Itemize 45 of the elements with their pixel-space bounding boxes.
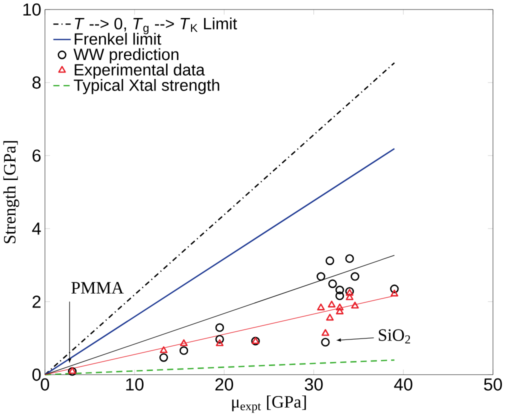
annotation: PMMA: [71, 282, 124, 294]
x-tick-label: 10: [126, 378, 144, 390]
point: [317, 303, 325, 310]
point: [160, 346, 168, 354]
legend-label: Experimental data: [74, 64, 205, 79]
point: [335, 286, 344, 294]
point: [326, 314, 334, 321]
point: [336, 307, 344, 314]
point: [321, 338, 330, 346]
point: [159, 353, 168, 362]
x-tick-label: 50: [484, 378, 502, 390]
point: [336, 303, 344, 310]
x-tick-label: 40: [394, 378, 412, 390]
y-tick-label: 8: [32, 76, 41, 89]
legend-label: Typical Xtal strength: [74, 78, 220, 94]
point: [390, 284, 399, 294]
point: [328, 279, 337, 288]
point: [350, 272, 360, 281]
point: [322, 329, 330, 336]
x-tick-label: 30: [304, 378, 323, 390]
point: [346, 293, 354, 300]
x-axis-title: μ$_{expt}$ [GPa]: [232, 395, 306, 413]
point: [316, 272, 326, 281]
legend-label: Frenkel limit: [74, 32, 162, 45]
y-tick-label: 0: [32, 368, 41, 381]
legend-label: WW prediction: [74, 48, 178, 64]
point: [326, 256, 334, 266]
point: [215, 323, 224, 332]
point: [215, 334, 224, 344]
y-tick-label: 10: [23, 3, 41, 16]
y-tick-label: 4: [32, 222, 41, 235]
point: [390, 290, 398, 296]
point: [180, 346, 188, 355]
y-axis-title: Strength [GPa]: [3, 141, 20, 244]
y-tick-label: 2: [32, 296, 40, 308]
x-tick-label: 20: [215, 378, 234, 390]
point: [351, 302, 359, 308]
x-tick-label: 0: [40, 378, 50, 390]
annotation: SiO$_{2}$: [378, 329, 410, 344]
point: [345, 254, 354, 263]
point: [216, 339, 224, 346]
point: [180, 339, 188, 346]
point: [335, 291, 344, 300]
y-tick-label: 6: [32, 149, 41, 162]
point: [328, 300, 336, 308]
